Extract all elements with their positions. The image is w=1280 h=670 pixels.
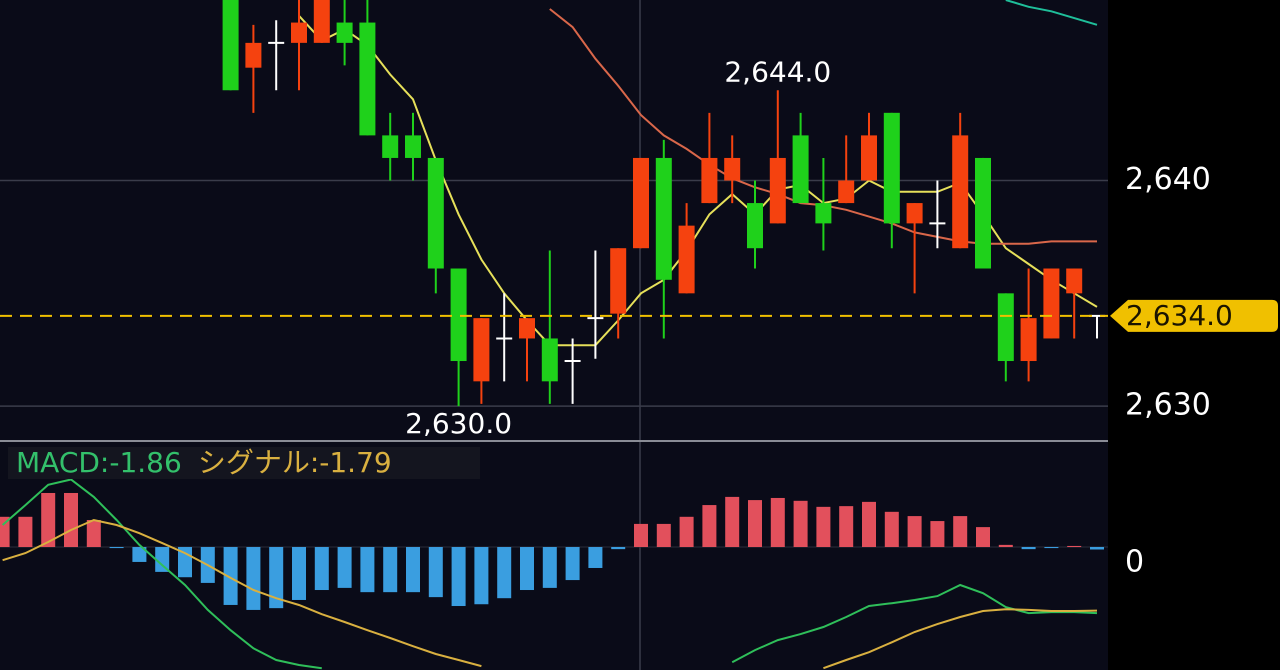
candle-body: [1020, 318, 1037, 362]
histogram-bar: [907, 516, 922, 548]
candle-body: [450, 268, 467, 362]
candle-body: [769, 157, 786, 224]
candle-body: [1066, 268, 1083, 294]
candle-body: [678, 225, 695, 294]
candle-body: [815, 203, 832, 224]
histogram-bar: [953, 516, 968, 548]
candle-body: [838, 180, 855, 204]
histogram-bar: [793, 500, 808, 548]
histogram-bar: [998, 544, 1013, 548]
last-price-badge: [1110, 299, 1278, 332]
histogram-bar: [862, 501, 876, 548]
histogram-bar: [474, 547, 489, 605]
histogram-bar: [702, 505, 717, 548]
histogram-bar: [1044, 547, 1059, 549]
histogram-bar: [18, 516, 33, 548]
histogram-bar: [816, 506, 831, 548]
y-tick-label: 2,630: [1125, 388, 1211, 423]
y-tick-label: 0: [1125, 545, 1144, 580]
overlay: 2,640 2,630 2,644.0 2,630.0 2,634.0 0 MACD:-1.…: [8, 55, 1278, 580]
histogram-bar: [656, 523, 671, 548]
histogram-bar: [132, 547, 147, 562]
candle-body: [336, 22, 353, 43]
candle-body: [291, 22, 307, 43]
candle-body: [519, 318, 535, 339]
candle-body: [245, 42, 262, 68]
candle-body: [427, 157, 444, 269]
candle-body: [405, 135, 421, 158]
candle-body: [906, 203, 923, 224]
histogram-bar: [41, 492, 56, 548]
candle-body: [747, 203, 763, 249]
candle-body: [861, 135, 877, 181]
histogram-bar: [748, 500, 762, 548]
histogram-bar: [725, 496, 740, 548]
axis-background: [1108, 0, 1280, 670]
histogram-bar: [0, 516, 10, 548]
histogram-bar: [930, 521, 945, 548]
histogram-bar: [360, 547, 375, 593]
candle-body: [792, 135, 809, 204]
low-annotation: 2,630.0: [405, 407, 512, 440]
candle-body: [883, 112, 900, 224]
candle-body: [359, 22, 376, 136]
histogram-bar: [109, 547, 124, 549]
legend-entry: シグナル:-1.79: [198, 446, 392, 479]
histogram-bar: [451, 547, 466, 607]
histogram-bar: [1067, 545, 1082, 548]
last-price-label: 2,634.0: [1126, 299, 1233, 332]
histogram-bar: [839, 506, 854, 548]
histogram-bar: [588, 547, 603, 568]
histogram-bar: [64, 492, 78, 548]
histogram-bar: [884, 511, 899, 548]
histogram-bar: [1090, 547, 1104, 550]
candle-body: [724, 157, 741, 181]
candle-body: [655, 157, 672, 280]
high-annotation: 2,644.0: [724, 55, 831, 88]
histogram-bar: [383, 547, 398, 593]
candle-body: [473, 318, 490, 382]
candle-body: [1043, 268, 1060, 339]
histogram-bar: [770, 497, 785, 548]
histogram-bar: [269, 547, 284, 609]
candle-body: [610, 248, 627, 314]
candle-body: [222, 0, 239, 91]
legend-background: [8, 447, 480, 479]
histogram-bar: [1021, 547, 1036, 550]
y-tick-label: 2,640: [1125, 162, 1211, 197]
histogram-bar: [246, 547, 261, 610]
histogram-bar: [406, 547, 420, 593]
histogram-bar: [542, 547, 557, 588]
indicator-line: [1, 478, 1098, 670]
candle-body: [997, 293, 1014, 362]
candle-body: [975, 157, 991, 269]
histogram-bar: [86, 520, 101, 548]
histogram-bar: [223, 547, 238, 605]
candle-body: [633, 157, 649, 249]
candle-body: [952, 135, 969, 249]
histogram-bar: [292, 547, 306, 600]
histogram-bar: [337, 547, 352, 588]
histogram-bar: [976, 527, 990, 548]
histogram-bar: [520, 547, 534, 591]
histogram-bar: [611, 547, 626, 550]
indicator-line: [2, 518, 1098, 670]
histogram-bar: [679, 516, 694, 548]
histogram-bar: [428, 547, 443, 598]
histogram-bar: [565, 547, 580, 581]
candle-body: [382, 135, 399, 158]
macd-pane: [0, 478, 1108, 670]
candle-body: [313, 0, 330, 43]
histogram-bar: [155, 547, 170, 572]
histogram-bar: [497, 547, 512, 599]
candle-body: [541, 338, 558, 382]
histogram-bar: [634, 523, 648, 548]
price-pane: [0, 0, 1108, 407]
indicator-line: [1005, 0, 1098, 26]
legend-entry: MACD:-1.86: [16, 446, 182, 479]
histogram-bar: [314, 547, 329, 591]
candle-body: [701, 157, 718, 204]
